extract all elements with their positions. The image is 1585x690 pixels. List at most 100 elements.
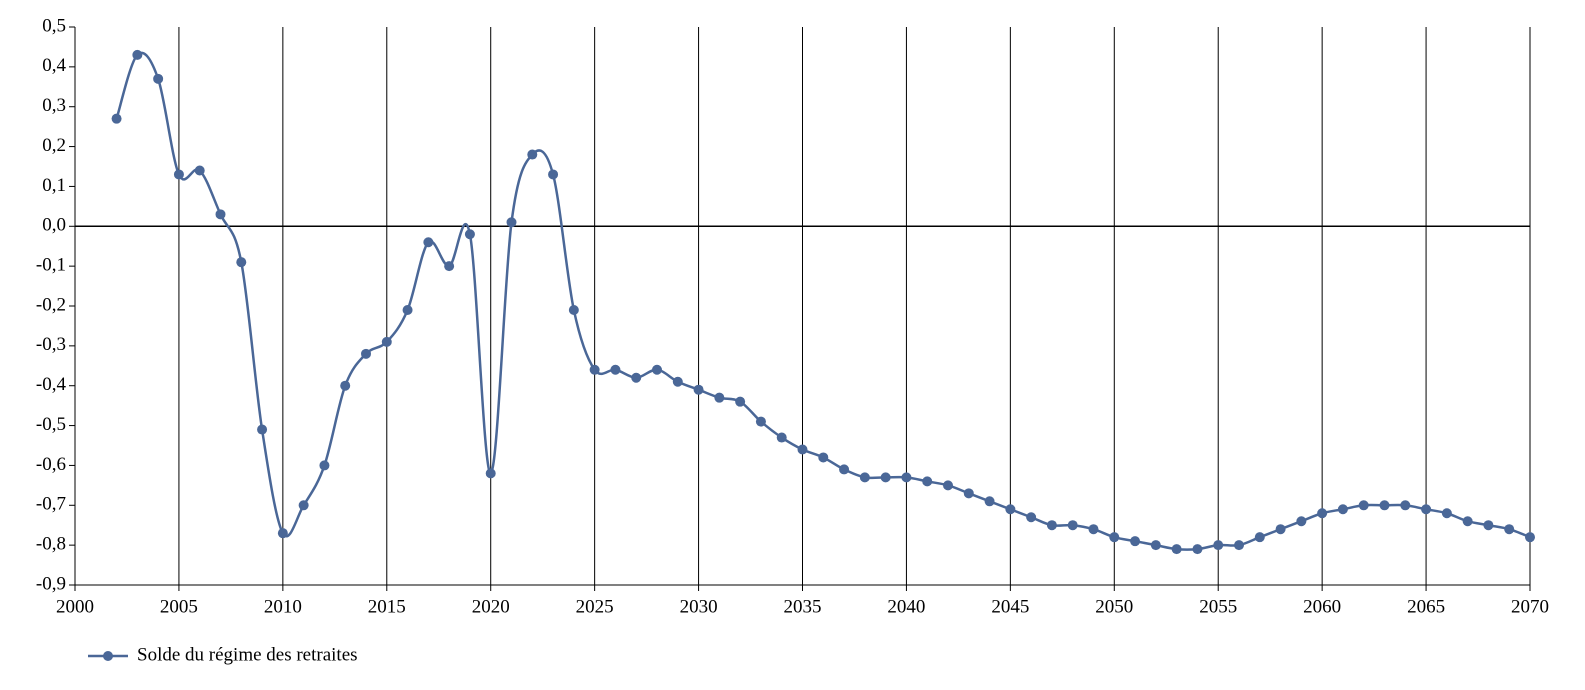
point <box>173 169 184 180</box>
point <box>1400 500 1411 511</box>
point <box>1504 524 1515 535</box>
point <box>1483 520 1494 531</box>
point <box>943 480 953 491</box>
point <box>1088 524 1099 535</box>
point <box>548 169 559 180</box>
point <box>485 468 496 479</box>
y-tick-label: 0,0 <box>42 215 66 236</box>
series-line <box>115 51 1531 551</box>
y-tick-label: 0,3 <box>42 95 66 116</box>
point <box>527 149 538 160</box>
point <box>735 396 746 407</box>
y-tick-label: -0,3 <box>36 334 66 355</box>
x-tick-label: 2040 <box>887 596 925 617</box>
y-tick-label: 0,1 <box>42 175 66 196</box>
point <box>880 472 891 483</box>
point <box>631 372 642 383</box>
point <box>1046 520 1057 531</box>
point <box>672 376 683 387</box>
point <box>298 500 309 511</box>
x-tick-label: 2000 <box>56 596 94 617</box>
point <box>361 348 371 359</box>
point <box>1296 516 1307 527</box>
x-tick-label: 2005 <box>160 596 198 617</box>
point <box>1067 520 1078 531</box>
y-tick-label: 0,2 <box>42 135 66 156</box>
x-tick-label: 2030 <box>680 596 718 617</box>
y-tick-label: -0,5 <box>36 414 66 435</box>
x-tick-label: 2070 <box>1511 596 1549 617</box>
point <box>610 364 621 375</box>
point <box>1005 504 1016 515</box>
point <box>1317 508 1328 519</box>
point <box>319 460 330 471</box>
legend-label: Solde du régime des retraites <box>137 644 358 665</box>
point <box>859 472 870 483</box>
point <box>963 488 974 499</box>
y-tick-label: -0,2 <box>36 294 66 315</box>
point <box>568 304 579 315</box>
point <box>111 113 122 124</box>
point <box>1213 540 1224 551</box>
point <box>277 528 288 539</box>
point <box>257 424 268 435</box>
x-tick-label: 2035 <box>784 596 822 617</box>
point <box>1026 512 1037 523</box>
x-tick-label: 2025 <box>576 596 614 617</box>
point <box>755 416 766 427</box>
point <box>236 257 247 268</box>
point <box>381 336 392 347</box>
point <box>506 217 517 228</box>
x-tick-label: 2050 <box>1095 596 1133 617</box>
point <box>215 209 226 220</box>
y-tick-label: -0,6 <box>36 454 66 475</box>
x-tick-label: 2065 <box>1407 596 1445 617</box>
point <box>464 229 475 240</box>
point <box>1192 544 1203 555</box>
point <box>818 452 829 463</box>
point <box>589 364 600 375</box>
point <box>340 380 351 391</box>
point <box>402 304 413 315</box>
point <box>922 476 933 487</box>
point <box>839 464 850 475</box>
point <box>153 73 164 84</box>
x-tick-label: 2060 <box>1303 596 1341 617</box>
y-tick-label: 0,4 <box>42 55 66 76</box>
point <box>1337 504 1348 515</box>
y-tick-label: -0,4 <box>36 374 67 395</box>
point <box>693 384 704 395</box>
y-tick-label: -0,7 <box>36 494 66 515</box>
x-tick-label: 2045 <box>991 596 1029 617</box>
point <box>444 261 455 272</box>
point <box>714 392 725 403</box>
x-tick-label: 2055 <box>1199 596 1237 617</box>
legend-marker <box>103 651 113 661</box>
point <box>1150 540 1161 551</box>
point <box>1130 536 1141 547</box>
y-tick-label: -0,1 <box>36 255 66 276</box>
point <box>1254 532 1265 543</box>
point <box>1379 500 1390 511</box>
x-tick-label: 2015 <box>368 596 406 617</box>
point <box>652 364 662 375</box>
point <box>797 444 808 455</box>
point <box>901 472 912 483</box>
point <box>1109 532 1120 543</box>
point <box>194 165 205 176</box>
point <box>1234 540 1244 551</box>
point <box>1421 504 1432 515</box>
point <box>1358 500 1369 511</box>
point <box>423 237 434 248</box>
point <box>984 496 995 507</box>
point <box>1171 544 1182 555</box>
x-tick-label: 2010 <box>264 596 302 617</box>
y-tick-label: 0,5 <box>42 15 66 36</box>
point <box>776 432 787 443</box>
point <box>1275 524 1286 535</box>
x-tick-label: 2020 <box>472 596 510 617</box>
y-tick-label: -0,9 <box>36 573 66 594</box>
point <box>132 49 143 60</box>
y-tick-label: -0,8 <box>36 534 66 555</box>
